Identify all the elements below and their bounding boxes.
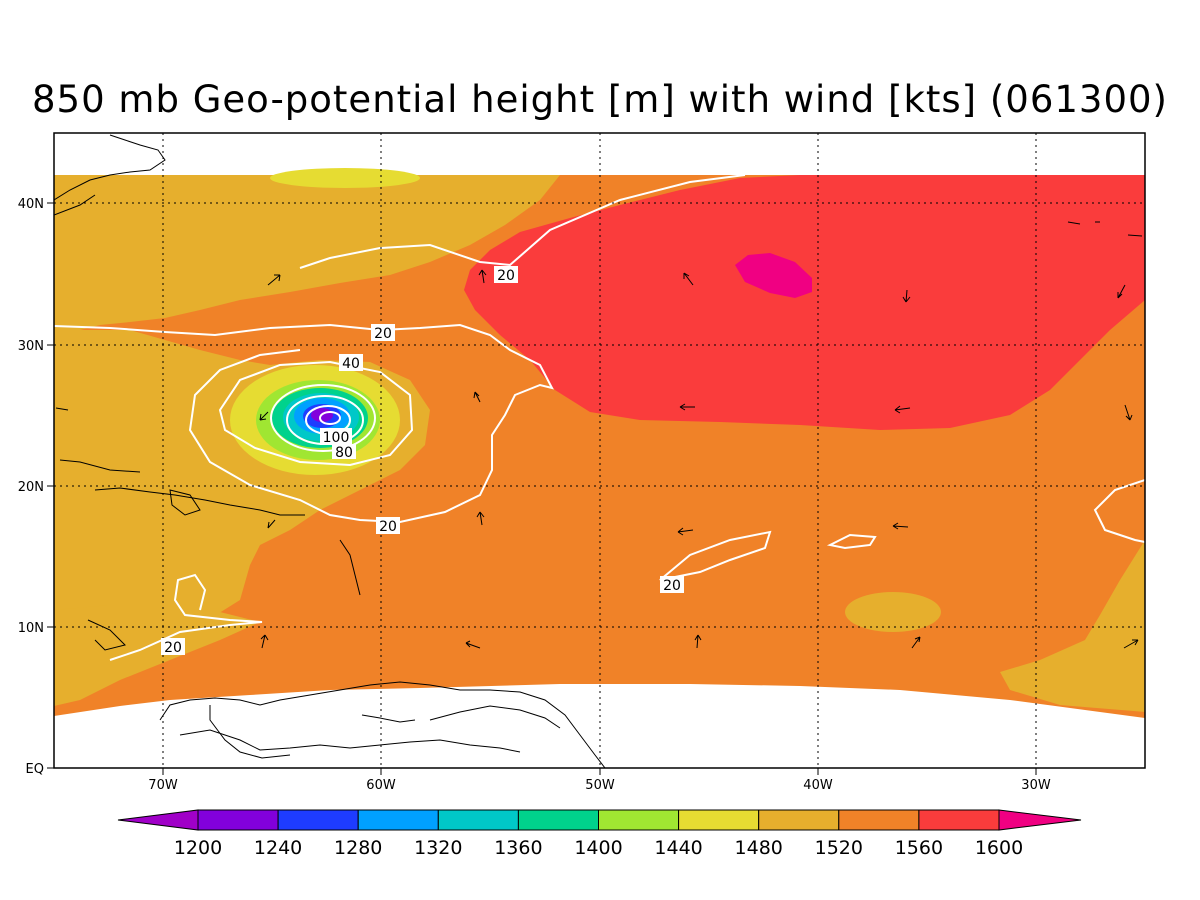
colorbar-swatch [598, 809, 680, 831]
contour-label: 20 [164, 640, 182, 656]
lon-label: 40W [803, 778, 833, 793]
map-title: 850 mb Geo-potential height [m] with win… [32, 78, 1168, 121]
lon-label: 30W [1021, 778, 1051, 793]
height-field-1520-south [54, 605, 260, 706]
colorbar-swatch [437, 809, 519, 831]
height-field-1520-patch [845, 592, 941, 632]
lat-label: 30N [18, 339, 44, 354]
coastlines [54, 134, 606, 768]
colorbar-label: 1600 [975, 837, 1023, 859]
colorbar-label: 1520 [815, 837, 863, 859]
colorbar-swatch [197, 809, 279, 831]
wind-contours [54, 174, 1145, 661]
colorbar-label: 1360 [494, 837, 542, 859]
wind-arrows [55, 221, 1143, 649]
contour-label: 100 [323, 430, 350, 446]
colorbar: 1200 1240 1280 1320 1360 1400 1440 1480 1520 1560… [117, 809, 1082, 859]
contour-label: 20 [663, 578, 681, 594]
colorbar-swatch [838, 809, 920, 831]
contour-label: 20 [497, 268, 515, 284]
colorbar-swatch [758, 809, 840, 831]
lon-label: 50W [585, 778, 615, 793]
colorbar-label: 1240 [254, 837, 302, 859]
colorbar-label: 1560 [895, 837, 943, 859]
height-field-1640 [735, 253, 812, 298]
height-field-1480-patch [270, 168, 420, 188]
map-plot-area: 20 20 40 100 80 20 20 20 [54, 133, 1145, 768]
contour-label: 20 [379, 519, 397, 535]
colorbar-label: 1400 [574, 837, 622, 859]
colorbar-label: 1440 [654, 837, 702, 859]
contour-label: 40 [342, 356, 360, 372]
lon-label: 70W [148, 778, 178, 793]
axis-ticks [47, 202, 1037, 775]
colorbar-right-triangle [998, 809, 1082, 831]
colorbar-label: 1280 [334, 837, 382, 859]
colorbar-label: 1480 [735, 837, 783, 859]
height-field-1600 [464, 175, 1145, 430]
height-field-1520-north [54, 175, 560, 332]
contour-label: 20 [374, 326, 392, 342]
colorbar-swatch [517, 809, 600, 831]
colorbar-label: 1200 [174, 837, 222, 859]
colorbar-label: 1320 [414, 837, 462, 859]
lat-label: 10N [18, 621, 44, 636]
colorbar-swatch [918, 809, 1000, 831]
map-gridlines [54, 133, 1145, 768]
colorbar-swatch [678, 809, 760, 831]
lat-label: EQ [26, 762, 44, 777]
contour-label: 80 [335, 445, 353, 461]
colorbar-swatch [277, 809, 359, 831]
lon-label: 60W [366, 778, 396, 793]
lat-label: 20N [18, 480, 44, 495]
colorbar-swatch [357, 809, 439, 831]
lat-label: 40N [18, 197, 44, 212]
colorbar-left-triangle [117, 809, 199, 831]
contour-label-group: 20 20 40 100 80 20 20 20 [161, 266, 684, 656]
